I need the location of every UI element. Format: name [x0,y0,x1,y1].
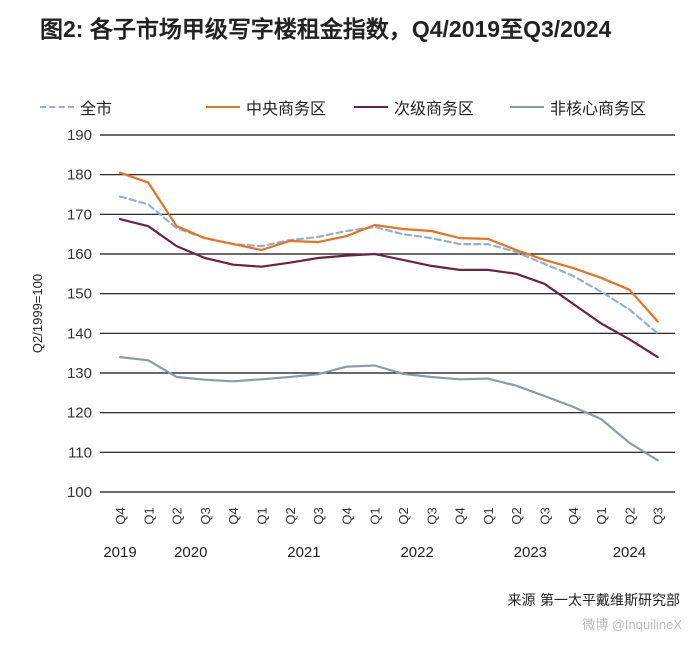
year-label: 2023 [514,544,547,561]
x-tick-label: Q1 [594,507,609,524]
series-line [118,171,659,323]
year-label: 2021 [287,544,320,561]
x-tick-label: Q1 [255,507,270,524]
x-tick-label: Q3 [651,507,666,524]
x-tick-label: Q4 [453,507,468,524]
y-tick-label: 110 [68,444,92,461]
legend-label: 非核心商务区 [550,101,647,118]
legend: 全市 中央商务区 次级商务区 非核心商务区 [40,96,680,118]
legend-item-cbd: 中央商务区 [206,96,326,118]
y-tick-label: 160 [67,246,92,263]
series-line [118,195,659,335]
x-tick-label: Q2 [622,507,637,524]
y-tick-label: 180 [67,167,92,184]
y-tick-label: 150 [67,286,92,303]
x-tick-label: Q1 [368,507,383,524]
x-tick-label: Q1 [481,507,496,524]
y-tick-label: 170 [67,206,92,223]
chart-title: 图2: 各子市场甲级写字楼租金指数，Q4/2019至Q3/2024 [40,16,612,42]
x-tick-label: Q2 [509,507,524,524]
year-label: 2024 [613,544,646,561]
x-tick-label: Q3 [311,507,326,524]
y-tick-label: 190 [67,127,92,144]
watermark: 微博 @InquilineX [582,617,682,632]
x-tick-label: Q3 [198,507,213,524]
y-tick-label: 100 [67,484,92,501]
x-tick-label: Q2 [396,507,411,524]
legend-swatch [510,106,544,108]
legend-item-non-core: 非核心商务区 [510,96,646,118]
x-tick-label: Q3 [538,507,553,524]
series-line [118,356,659,462]
series-line [118,218,659,359]
y-tick-label: 120 [67,405,92,422]
legend-label: 次级商务区 [394,101,475,118]
year-label: 2020 [174,544,207,561]
legend-label: 中央商务区 [246,101,327,118]
x-tick-label: Q4 [226,507,241,524]
legend-swatch [206,106,240,108]
x-tick-label: Q4 [339,507,354,524]
x-tick-label: Q2 [283,507,298,524]
y-tick-label: 140 [67,325,92,342]
legend-item-secondary: 次级商务区 [354,96,474,118]
legend-label: 全市 [80,101,113,118]
legend-item-all-city: 全市 [40,96,112,118]
year-label: 2019 [103,544,136,561]
x-tick-label: Q1 [141,507,156,524]
y-axis-label: Q2/1999=100 [30,274,45,353]
x-tick-label: Q3 [424,507,439,524]
legend-swatch [354,106,388,108]
x-tick-label: Q4 [566,507,581,524]
year-label: 2022 [400,544,433,561]
x-tick-label: Q4 [113,507,128,524]
legend-swatch-dashed [40,106,74,108]
source-note: 来源 第一太平戴维斯研究部 [507,593,680,609]
x-tick-label: Q2 [170,507,185,524]
y-tick-label: 130 [67,365,92,382]
